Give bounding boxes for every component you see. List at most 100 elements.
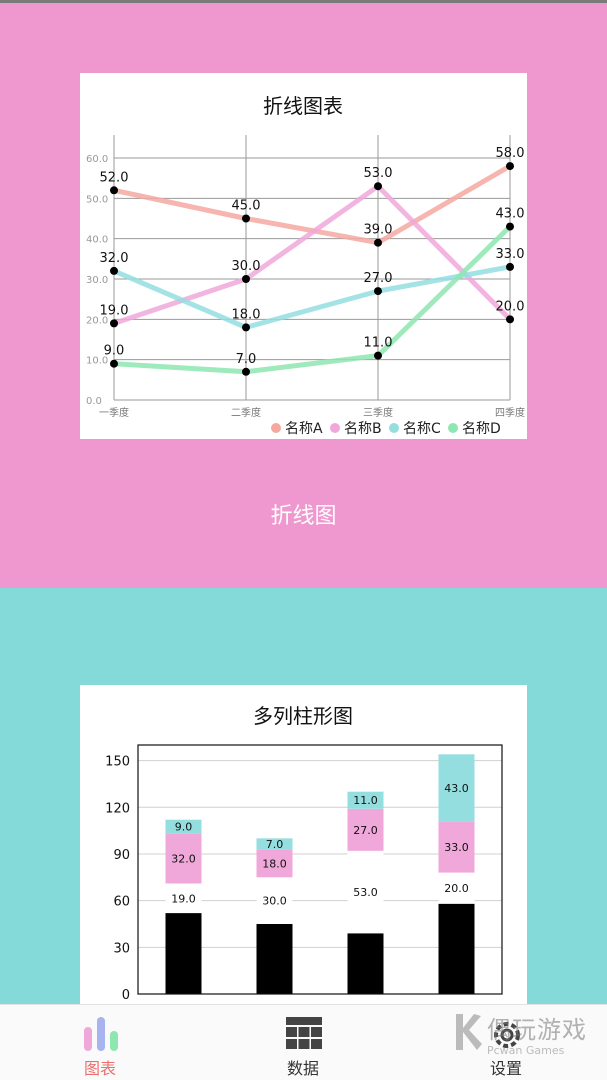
bar-segment-1 [438, 903, 475, 994]
x-tick-label: 三季度 [363, 406, 393, 419]
grid-table-icon [286, 1017, 322, 1049]
data-point [506, 222, 514, 231]
bar-segment-3 [347, 808, 384, 851]
legend-marker [389, 423, 399, 433]
y-tick-label: 50.0 [86, 194, 108, 205]
watermark-icon [456, 1014, 482, 1050]
watermark-logo: 偶玩游戏 Pcwan Games [453, 1010, 603, 1060]
bar-value-label: 30.0 [262, 895, 287, 908]
y-tick-label: 150 [105, 755, 130, 770]
data-label: 9.0 [104, 344, 125, 359]
data-point [506, 262, 514, 271]
bar-chart-icon [84, 1017, 118, 1051]
data-label: 33.0 [496, 247, 525, 262]
tab-settings-label: 设置 [489, 1059, 522, 1078]
bar-value-label: 20.0 [444, 882, 469, 895]
bar-value-label: 33.0 [444, 841, 469, 854]
y-tick-label: 60 [113, 895, 130, 910]
bar-chart: 多列柱形图 0 30 60 90 120 150 19.0 32.0 9.0 30.0 18.0 7.0… [105, 704, 503, 1003]
bar-segment-3 [438, 821, 475, 873]
bar-value-label: 11.0 [353, 794, 378, 807]
data-label: 27.0 [364, 271, 393, 286]
bar-chart-card: 多列柱形图 0 30 60 90 120 150 19.0 32.0 9.0 30.0 18.0 7.0… [80, 685, 527, 1005]
y-tick-label: 0 [122, 988, 130, 1003]
bar-segment-2 [347, 850, 384, 934]
bar-segment-4 [347, 791, 384, 809]
series-line-2 [113, 183, 512, 326]
data-point [242, 275, 250, 283]
bar-segment-2 [165, 883, 202, 914]
data-label: 53.0 [364, 166, 393, 181]
tab-charts[interactable]: 图表 [40, 1005, 160, 1080]
bar-chart-panel[interactable]: 多列柱形图 0 30 60 90 120 150 19.0 32.0 9.0 30.0 18.0 7.0… [0, 588, 607, 1005]
chart-title: 折线图表 [263, 94, 343, 118]
bar-segment-4 [165, 819, 202, 834]
bar-segment-3 [256, 849, 293, 878]
data-point [506, 162, 514, 171]
watermark-text-cn: 偶玩游戏 [487, 1016, 587, 1044]
series-line-3 [113, 264, 511, 330]
y-tick-label: 60.0 [86, 154, 108, 165]
y-tick-label: 0.0 [86, 396, 102, 407]
bar-value-label: 53.0 [353, 886, 378, 899]
data-label: 39.0 [364, 223, 393, 238]
legend-marker [330, 423, 340, 433]
x-tick-label: 一季度 [99, 406, 129, 419]
legend-label: 名称C [403, 421, 441, 437]
data-label: 45.0 [232, 199, 261, 214]
bar-segment-2 [256, 877, 293, 924]
y-tick-label: 10.0 [86, 356, 108, 367]
data-point [242, 367, 250, 376]
tab-charts-label: 图表 [83, 1059, 116, 1078]
plot-frame [137, 744, 503, 995]
data-label: 7.0 [236, 352, 257, 367]
line-chart: 折线图表 0.0 10.0 20.0 30.0 40.0 50.0 60.0 一季度 二季度 三季度… [86, 94, 525, 437]
y-tick-label: 90 [113, 848, 130, 863]
data-point [374, 287, 382, 296]
bar-value-label: 18.0 [262, 857, 287, 870]
legend-label: 名称D [462, 421, 501, 437]
tab-data[interactable]: 数据 [243, 1005, 363, 1080]
legend-marker [271, 423, 281, 433]
tab-settings[interactable]: 设置 [446, 1005, 566, 1080]
legend-marker [448, 423, 458, 433]
chart-title: 多列柱形图 [253, 704, 353, 728]
y-tick-label: 120 [105, 801, 130, 816]
bar-segment-1 [347, 933, 384, 994]
legend-label: 名称A [285, 421, 323, 437]
data-point [242, 323, 250, 332]
x-tick-label: 二季度 [231, 406, 261, 419]
status-bar [0, 0, 607, 3]
data-label: 18.0 [232, 307, 261, 322]
y-tick-label: 20.0 [86, 315, 108, 326]
data-label: 20.0 [496, 299, 525, 314]
data-point [110, 186, 118, 195]
data-label: 52.0 [100, 170, 129, 185]
line-chart-caption: 折线图 [270, 504, 337, 529]
bar-segment-4 [256, 838, 293, 850]
bar-segment-3 [165, 833, 202, 884]
bar-segment-4 [438, 754, 475, 822]
data-point [110, 266, 118, 275]
data-point [506, 315, 514, 324]
data-label: 30.0 [232, 259, 261, 274]
y-tick-label: 30.0 [86, 275, 108, 286]
data-point [242, 214, 250, 223]
x-tick-label: 四季度 [495, 406, 525, 419]
bar-segment-1 [256, 923, 293, 994]
data-point [374, 182, 382, 191]
data-point [374, 238, 382, 247]
bar-value-label: 32.0 [171, 853, 196, 866]
data-label: 11.0 [364, 336, 393, 351]
line-chart-panel[interactable]: 折线图表 0.0 10.0 20.0 30.0 40.0 50.0 60.0 一季度 二季度 三季度… [0, 3, 607, 588]
tab-data-label: 数据 [286, 1059, 319, 1078]
data-point [374, 351, 382, 360]
data-label: 32.0 [100, 251, 129, 266]
bar-segment-2 [438, 872, 475, 904]
line-chart-card: 折线图表 0.0 10.0 20.0 30.0 40.0 50.0 60.0 一季度 二季度 三季度… [80, 73, 527, 439]
data-label: 43.0 [496, 207, 525, 222]
legend-label: 名称B [344, 421, 382, 437]
data-point [110, 319, 118, 328]
bar-segment-1 [165, 913, 202, 994]
data-label: 19.0 [100, 303, 129, 318]
